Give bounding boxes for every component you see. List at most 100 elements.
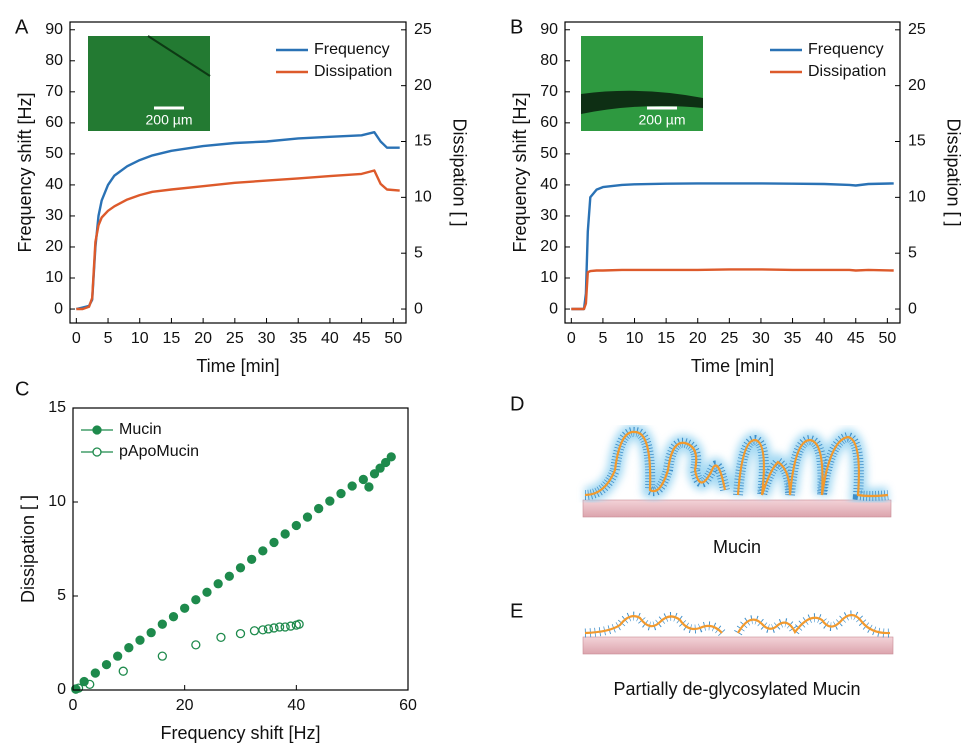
diagram-deglycosylated [582,610,894,655]
y-tick-label: 70 [540,83,558,100]
y2-tick-label: 0 [414,300,423,317]
plot-frame [564,21,901,324]
y2-tick-label: 5 [414,244,423,261]
y-tick-label: 90 [540,21,558,38]
y-tick-label: 5 [57,587,66,604]
legend-label: pApoMucin [119,443,199,460]
x-tick-label: 60 [399,697,417,714]
y-tick-label: 10 [540,269,558,286]
scatter-point [180,603,190,613]
x-tick-label: 45 [847,330,865,347]
scatter-point [280,622,290,632]
panel-label: E [510,600,523,622]
x-tick-label: 5 [598,330,607,347]
panel-label: B [510,16,523,38]
scatter-point [124,643,134,653]
y-tick-label: 40 [45,176,63,193]
legend-label: Frequency [808,41,884,58]
y-tick-label: 50 [540,145,558,162]
y2-axis-label: Dissipation [ ] [449,118,469,226]
legend-label: Dissipation [314,63,392,80]
scatter-point [381,457,391,468]
scatter-point [157,619,167,629]
y2-tick-label: 0 [908,300,917,317]
y-axis-label: Frequency shift [Hz] [15,92,35,252]
scatter-point [73,683,84,693]
series-line [571,182,894,311]
legend-label: Mucin [119,421,162,438]
legend-label: Frequency [314,41,390,58]
diagram-caption: Partially de-glycosylated Mucin [613,679,860,699]
x-tick-label: 30 [258,330,276,347]
scale-label: 200 µm [639,112,686,128]
scatter-point [325,496,335,506]
scatter-point [258,546,268,556]
y-tick-label: 60 [45,114,63,131]
scatter-point [135,635,145,645]
y2-tick-label: 20 [414,77,432,94]
scatter-point [369,469,380,479]
y2-tick-label: 10 [414,189,432,206]
x-tick-label: 25 [720,330,738,347]
y-tick-label: 0 [57,681,66,698]
x-tick-label: 45 [353,330,371,347]
scatter-point [258,625,268,635]
inset-image [581,36,703,131]
y2-tick-label: 20 [908,77,926,94]
scatter-point [216,632,226,643]
legend-marker [92,447,102,457]
x-tick-label: 25 [226,330,244,347]
x-tick-label: 50 [384,330,402,347]
scatter-point [113,651,123,661]
scatter-point [247,554,257,564]
x-tick-label: 35 [289,330,307,347]
y-tick-label: 10 [48,493,66,510]
x-tick-label: 20 [689,330,707,347]
inset-feature [147,35,211,77]
y-tick-label: 20 [45,238,63,255]
legend-marker [92,425,102,435]
x-tick-label: 15 [657,330,675,347]
scatter-point [90,668,100,678]
scatter-point [101,659,112,670]
scatter-point [274,622,285,632]
scatter-point [314,503,324,514]
series-line [76,169,400,311]
scatter-point [191,640,201,650]
panel-label: D [510,393,524,415]
scatter-point [336,488,346,499]
scatter-point [269,537,279,548]
scatter-point [202,587,212,597]
x-tick-label: 35 [784,330,802,347]
x-tick-label: 10 [131,330,149,347]
y-tick-label: 50 [45,145,63,162]
y-tick-label: 40 [540,176,558,193]
scatter-point [364,482,374,492]
x-tick-label: 20 [176,697,194,714]
x-tick-label: 0 [567,330,576,347]
x-tick-label: 50 [878,330,896,347]
y2-tick-label: 25 [414,21,432,38]
y-tick-label: 90 [45,21,63,38]
scatter-point [146,628,156,638]
series-line [571,268,894,311]
y-tick-label: 10 [45,269,63,286]
scatter-point [168,612,179,622]
plot-frame [69,21,407,324]
scatter-point [286,621,296,631]
y2-tick-label: 10 [908,189,926,206]
inset-image [88,36,210,131]
y2-tick-label: 15 [414,133,432,150]
scatter-point [291,520,301,531]
inset-feature [581,90,703,114]
y-tick-label: 30 [540,207,558,224]
y-axis-label: Frequency shift [Hz] [510,92,530,252]
y-tick-label: 70 [45,83,63,100]
series-line [76,131,400,311]
y2-tick-label: 15 [908,133,926,150]
scatter-point [263,624,274,634]
x-axis-label: Time [min] [196,356,279,376]
scatter-point [386,452,396,462]
y2-tick-label: 5 [908,244,917,261]
